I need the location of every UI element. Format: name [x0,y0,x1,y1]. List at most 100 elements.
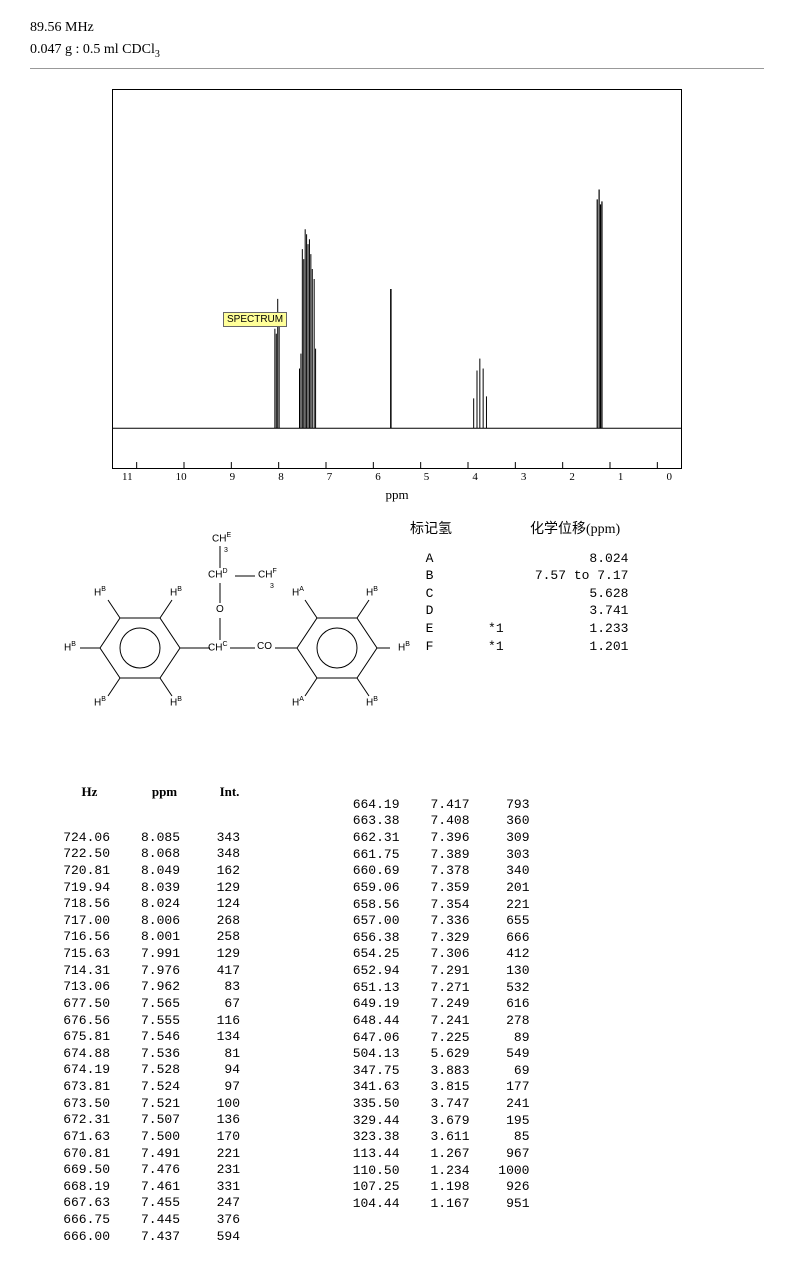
table-row: 658.567.354221 [320,897,530,914]
table-row: 716.568.001258 [30,929,260,946]
peak-table-left: HzppmInt. 724.068.085343722.508.06834872… [30,768,260,1246]
table-row: 714.317.976417 [30,963,260,980]
table-row: 654.257.306412 [320,946,530,963]
middle-section: CHE3 CHD CHF3 O CHC CO HB HB HB HB HB HA… [30,518,764,748]
table-row: 104.441.167951 [320,1196,530,1213]
table-header-left: HzppmInt. [30,768,260,818]
spectrum-container: SPECTRUM 11109876543210 ppm [112,89,682,503]
label-o: O [216,604,224,615]
table-row: 664.197.417793 [320,797,530,814]
assign-header-left: 标记氢 [410,518,530,538]
tick-label: 11 [122,471,133,483]
table-row: 107.251.198926 [320,1179,530,1196]
table-row: 676.567.555116 [30,1013,260,1030]
label-hb-l3: HB [170,586,182,598]
tick-label: 8 [278,471,284,483]
tick-label: 7 [327,471,333,483]
table-row: 652.947.291130 [320,963,530,980]
tick-label: 1 [618,471,624,483]
table-row: 329.443.679195 [320,1113,530,1130]
spectrum-plot: SPECTRUM [112,89,682,469]
header-frequency: 89.56 MHz [30,20,764,36]
spectrum-badge: SPECTRUM [223,312,287,327]
table-row: 673.817.52497 [30,1079,260,1096]
assignment-table: A 8.024 B 7.57 to 7.17 C 5.628 D 3.741 E… [410,550,764,655]
sample-text: 0.047 g : 0.5 ml CDCl [30,42,155,57]
table-row: 648.447.241278 [320,1013,530,1030]
structure-svg [30,518,390,748]
table-row: 724.068.085343 [30,830,260,847]
table-row: 662.317.396309 [320,830,530,847]
table-row: 674.197.52894 [30,1062,260,1079]
assignment-header: 标记氢 化学位移(ppm) [410,518,764,538]
molecular-structure: CHE3 CHD CHF3 O CHC CO HB HB HB HB HB HA… [30,518,390,748]
tick-label: 9 [230,471,236,483]
label-hb-r2: HB [398,641,410,653]
table-row: 323.383.61185 [320,1129,530,1146]
label-hb-l5: HB [170,696,182,708]
label-hb-l1: HB [64,641,76,653]
label-ha-r1: HA [292,586,304,598]
table-row: 661.757.389303 [320,847,530,864]
label-chd: CHD [208,568,228,580]
tick-label: 5 [424,471,430,483]
table-row: 677.507.56567 [30,996,260,1013]
table-row: 341.633.815177 [320,1079,530,1096]
table-row: 671.637.500170 [30,1129,260,1146]
label-hb-r1: HB [366,586,378,598]
table-row: 673.507.521100 [30,1096,260,1113]
label-hb-l2: HB [94,586,106,598]
label-chc: CHC [208,641,228,653]
table-row: 675.817.546134 [30,1029,260,1046]
table-row: 674.887.53681 [30,1046,260,1063]
table-row: 718.568.024124 [30,896,260,913]
label-hb-l4: HB [94,696,106,708]
table-row: 720.818.049162 [30,863,260,880]
table-left-body: 724.068.085343722.508.068348720.818.0491… [30,830,260,1246]
table-row: 663.387.408360 [320,813,530,830]
table-row: 659.067.359201 [320,880,530,897]
spectrum-svg [113,90,681,468]
assignment-row: E *1 1.233 [410,620,764,638]
assignment-row: C 5.628 [410,585,764,603]
hdr-int: Int. [200,784,260,801]
label-hb-r3: HB [366,696,378,708]
table-row: 715.637.991129 [30,946,260,963]
label-ch3f: CHF3 [258,568,277,591]
tick-label: 3 [521,471,527,483]
spectrum-ticks: 11109876543210 [112,469,682,483]
table-right-body: 664.197.417793663.387.408360662.317.3963… [320,797,530,1213]
table-row: 660.697.378340 [320,863,530,880]
label-ha-r2: HA [292,696,304,708]
hdr-ppm: ppm [130,784,200,801]
tick-label: 4 [472,471,478,483]
assignment-row: A 8.024 [410,550,764,568]
table-row: 504.135.629549 [320,1046,530,1063]
table-row: 347.753.88369 [320,1063,530,1080]
assignment-area: 标记氢 化学位移(ppm) A 8.024 B 7.57 to 7.17 C 5… [390,518,764,748]
assign-header-right: 化学位移(ppm) [530,518,620,538]
table-row: 717.008.006268 [30,913,260,930]
table-row: 713.067.96283 [30,979,260,996]
table-row: 667.637.455247 [30,1195,260,1212]
table-row: 666.757.445376 [30,1212,260,1229]
table-row: 647.067.22589 [320,1030,530,1047]
assignment-row: B 7.57 to 7.17 [410,567,764,585]
table-row: 113.441.267967 [320,1146,530,1163]
tick-label: 2 [569,471,575,483]
table-row: 719.948.039129 [30,880,260,897]
assignment-row: D 3.741 [410,602,764,620]
table-row: 649.197.249616 [320,996,530,1013]
tick-label: 0 [666,471,672,483]
table-row: 668.197.461331 [30,1179,260,1196]
label-co: CO [257,641,272,652]
table-row: 110.501.2341000 [320,1163,530,1180]
assignment-row: F *1 1.201 [410,638,764,656]
peak-table-right: 664.197.417793663.387.408360662.317.3963… [320,797,530,1246]
table-row: 672.317.507136 [30,1112,260,1129]
tick-label: 6 [375,471,381,483]
peak-tables: HzppmInt. 724.068.085343722.508.06834872… [30,768,764,1246]
hdr-hz: Hz [50,784,130,801]
table-row: 656.387.329666 [320,930,530,947]
table-row: 670.817.491221 [30,1146,260,1163]
